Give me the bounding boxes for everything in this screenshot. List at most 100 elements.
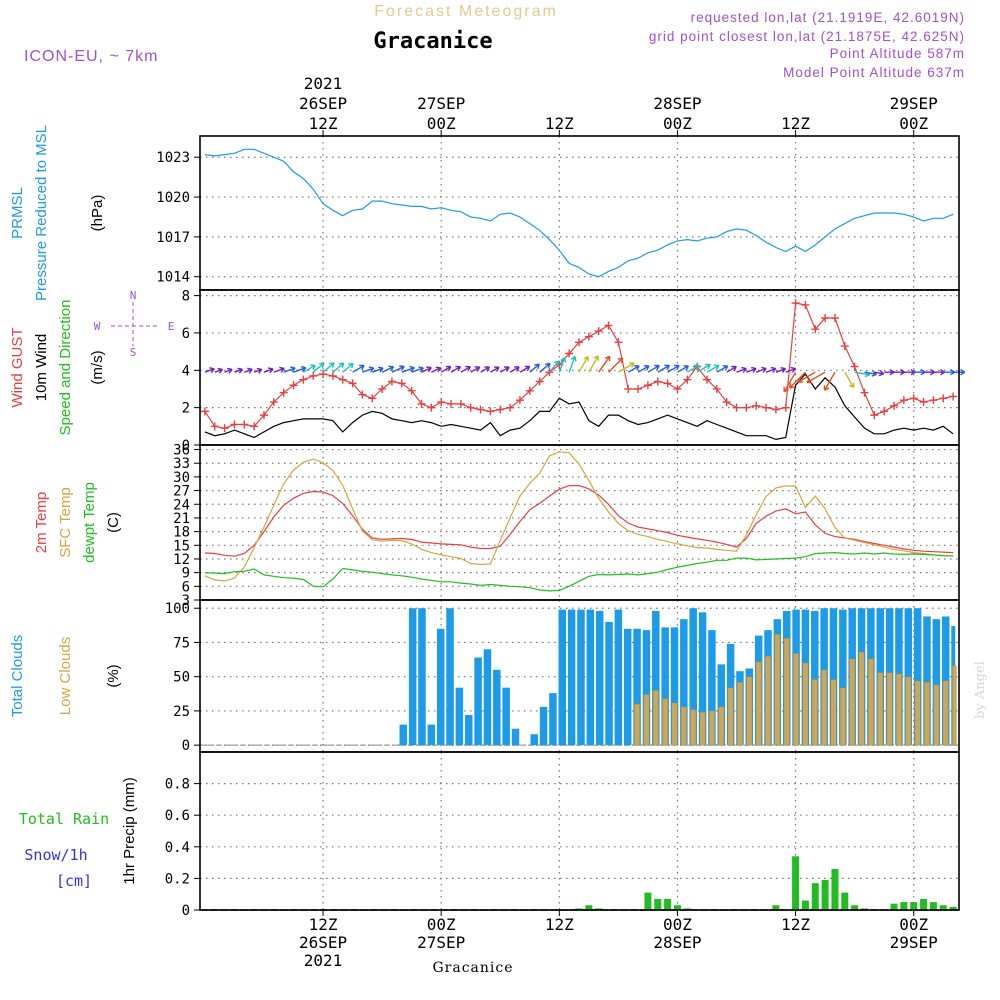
rain-bar xyxy=(949,906,957,910)
panel-precip: 0 0.2 0.4 0.6 0.8 Total Rain Snow/1h [cm] 1hr Pr… xyxy=(19,751,960,919)
wind-arrow xyxy=(884,369,895,376)
gust-point xyxy=(663,379,672,388)
wind-arrow xyxy=(677,365,690,373)
page-title: Gracanice xyxy=(373,29,492,54)
panel-ylabel: PRMSL xyxy=(9,187,26,239)
rain-bar xyxy=(929,902,937,910)
y-tick-label: 25 xyxy=(173,704,190,720)
low-cloud-bar xyxy=(905,676,912,746)
low-cloud-bar xyxy=(783,638,790,746)
panel-ylabel: Total Clouds xyxy=(9,635,26,718)
panel-ylabel: Snow/1h xyxy=(24,846,87,864)
time-label-bottom: 26SEP xyxy=(299,933,347,952)
wind-arrow xyxy=(470,366,481,373)
gust-point xyxy=(240,420,249,429)
total-cloud-bar xyxy=(913,608,922,746)
wind-arrow xyxy=(214,367,224,374)
gust-point xyxy=(899,396,908,405)
total-cloud-bar xyxy=(418,608,426,746)
wind-arrow xyxy=(431,366,442,373)
y-tick-label: 6 xyxy=(182,579,190,595)
wind-arrow xyxy=(775,367,787,374)
gust-point xyxy=(683,375,692,384)
y-tick-label: 0.4 xyxy=(165,840,190,856)
low-cloud-bar xyxy=(895,673,902,746)
low-cloud-bar xyxy=(811,679,818,746)
y-tick-label: 1023 xyxy=(156,150,190,166)
gust-point xyxy=(860,388,869,397)
rain-bar xyxy=(910,902,918,910)
gust-point xyxy=(880,407,889,416)
wind-arrow xyxy=(797,371,816,383)
total-cloud-bar xyxy=(427,724,436,746)
compass-legend: N S W E xyxy=(94,289,175,359)
info-point-altitude: Point Altitude 587m xyxy=(830,46,965,61)
time-label-top: 26SEP xyxy=(299,94,347,113)
gust-point xyxy=(791,299,800,308)
panel-wind: 0 2 4 6 8 Wind GUST 10m Wind Speed and Directio… xyxy=(9,289,966,454)
time-label-bottom: 00Z xyxy=(427,915,456,934)
panel-ylabel: (hPa) xyxy=(89,195,106,232)
gust-point xyxy=(939,394,948,403)
gust-point xyxy=(565,349,574,358)
gust-point xyxy=(575,338,584,347)
wind-arrow xyxy=(788,371,806,389)
wind-arrow xyxy=(519,365,531,373)
gust-point xyxy=(712,384,721,393)
time-label-top: 12Z xyxy=(781,114,810,133)
gust-point xyxy=(407,386,416,395)
gust-point xyxy=(397,379,406,388)
y-tick-label: 24 xyxy=(173,497,190,513)
total-cloud-bar xyxy=(539,706,548,746)
gust-point xyxy=(850,362,859,371)
wind-arrow xyxy=(783,371,797,393)
wind-arrow xyxy=(746,366,757,373)
series-gust xyxy=(204,302,954,429)
y-tick-label: 4 xyxy=(182,363,190,379)
total-cloud-bar xyxy=(595,610,604,746)
y-tick-label: 27 xyxy=(173,484,190,500)
gust-point xyxy=(929,396,938,405)
low-cloud-bar xyxy=(914,680,921,746)
wind-arrow xyxy=(696,363,711,373)
wind-arrow xyxy=(806,371,826,384)
gust-point xyxy=(614,338,623,347)
compass-e: E xyxy=(168,320,175,333)
time-label-bottom: 00Z xyxy=(663,915,692,934)
gust-point xyxy=(870,411,879,420)
total-cloud-bar xyxy=(708,630,716,746)
time-label-top: 27SEP xyxy=(417,94,465,113)
wind-arrows xyxy=(204,355,966,393)
total-cloud-bar xyxy=(530,734,538,746)
y-tick-label: 1020 xyxy=(156,190,190,206)
wind-arrow xyxy=(588,355,599,373)
compass-n: N xyxy=(130,289,137,302)
time-label-top: 12Z xyxy=(309,114,338,133)
total-cloud-bar xyxy=(623,628,632,746)
rain-bar xyxy=(772,905,780,910)
gust-point xyxy=(259,411,268,420)
panel-frame xyxy=(199,751,960,911)
low-cloud-bar xyxy=(736,681,743,746)
low-cloud-bar xyxy=(727,687,734,746)
gust-point xyxy=(722,398,731,407)
gust-point xyxy=(624,384,633,393)
wind-arrow xyxy=(647,364,660,373)
total-cloud-bar xyxy=(502,687,510,746)
y-tick-label: 3 xyxy=(182,593,190,609)
rain-bar xyxy=(673,905,681,910)
gust-point xyxy=(417,399,426,408)
gust-point xyxy=(909,394,918,403)
time-label-top: 28SEP xyxy=(653,94,701,113)
y-tick-label: 18 xyxy=(173,525,190,541)
gust-point xyxy=(840,342,849,351)
wind-arrow xyxy=(362,366,375,373)
wind-arrow xyxy=(332,362,345,373)
wind-arrow xyxy=(844,371,855,389)
gust-point xyxy=(821,314,830,323)
total-cloud-bar xyxy=(652,610,660,746)
time-label-top: 00Z xyxy=(663,114,692,133)
total-cloud-bar xyxy=(614,609,623,746)
wind-arrow xyxy=(558,357,567,373)
time-label-top: 00Z xyxy=(899,114,928,133)
